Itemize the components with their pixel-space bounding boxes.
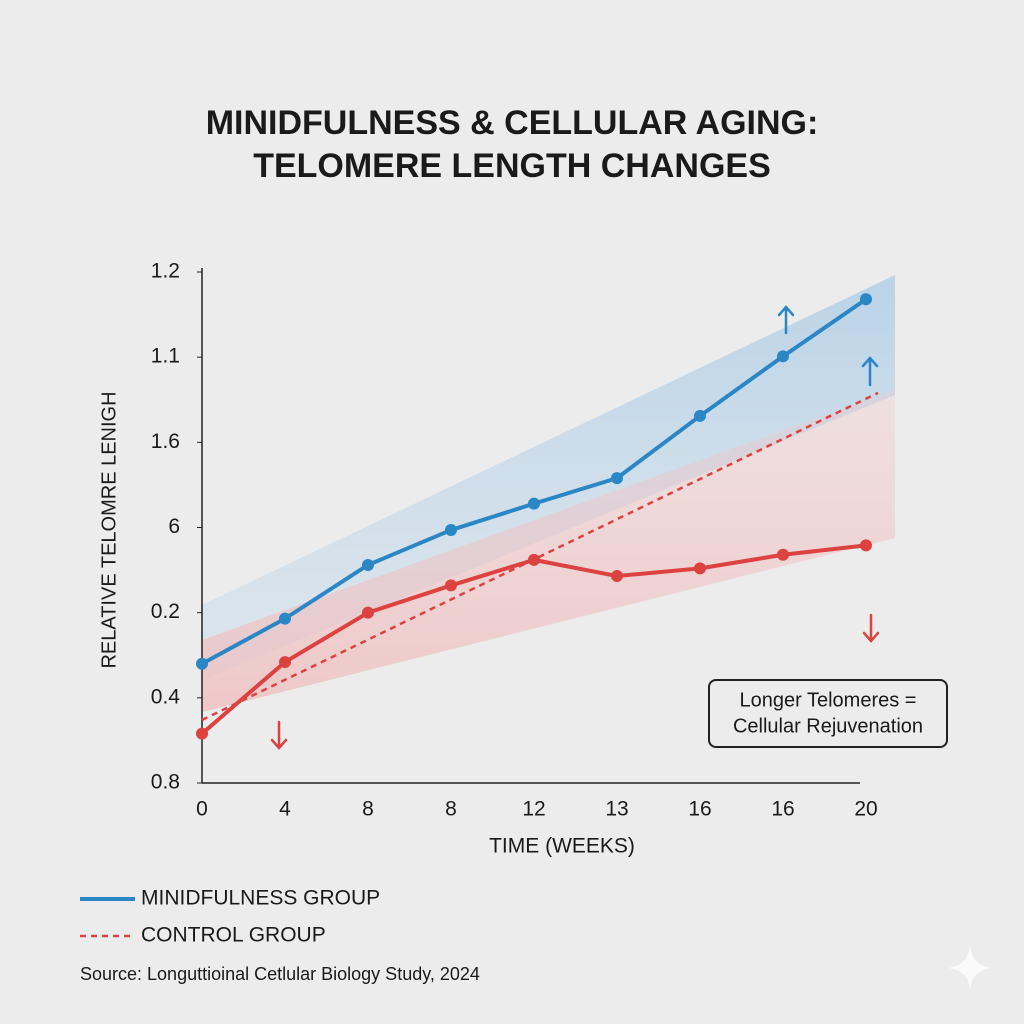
data-point [362, 558, 374, 571]
x-tick-label: 8 [445, 798, 457, 821]
y-tick-label: 1.2 [151, 260, 180, 283]
data-point [777, 350, 789, 363]
data-point [362, 606, 374, 619]
data-point [528, 497, 540, 510]
data-point [279, 612, 291, 625]
trend-line [201, 391, 879, 722]
x-tick-label: 13 [605, 798, 628, 821]
y-tick-label: 6 [168, 515, 180, 538]
data-point [694, 562, 706, 575]
chart-title: MINIDFULNESS & CELLULAR AGING: [206, 104, 819, 142]
x-tick-label: 16 [771, 798, 794, 821]
x-tick-label: 20 [854, 798, 877, 821]
x-tick-label: 12 [522, 798, 545, 821]
annotation: Longer Telomeres = [740, 689, 917, 711]
y-tick-label: 0.4 [151, 685, 181, 708]
x-axis-label: TIME (WEEKS) [489, 835, 635, 858]
data-point [777, 548, 789, 561]
y-tick-label: 1.1 [151, 345, 180, 368]
y-tick-label: 0.2 [151, 600, 180, 623]
x-tick-label: 0 [196, 798, 208, 821]
y-tick-label: 1.6 [151, 430, 180, 453]
data-point [196, 727, 208, 740]
data-point [860, 539, 872, 552]
y-tick-label: 0.8 [151, 771, 180, 794]
data-point [611, 570, 623, 583]
data-point [694, 409, 706, 422]
data-point [611, 472, 623, 485]
down-arrow [862, 613, 880, 643]
up-arrow [861, 356, 879, 387]
data-point [445, 524, 457, 537]
down-arrow [270, 720, 288, 750]
legend-label: MINIDFULNESS GROUP [141, 887, 380, 910]
data-point [279, 656, 291, 669]
y-axis-label: RELATIVE TELOMRE LENIGH [98, 391, 120, 668]
data-point [528, 553, 540, 566]
up-arrow [777, 305, 795, 335]
data-point [860, 293, 872, 306]
data-point [196, 657, 208, 670]
legend-label: CONTROL GROUP [141, 924, 326, 947]
annotation-box [708, 679, 948, 748]
annotation: Cellular Rejuvenation [733, 715, 923, 737]
data-point [445, 579, 457, 592]
source: Source: Longuttioinal Cetlular Biology S… [80, 964, 480, 984]
sparkle-icon [948, 945, 992, 990]
chart-title: TELOMERE LENGTH CHANGES [253, 147, 771, 185]
x-tick-label: 16 [688, 798, 711, 821]
x-tick-label: 4 [279, 798, 291, 821]
x-tick-label: 8 [362, 798, 374, 821]
